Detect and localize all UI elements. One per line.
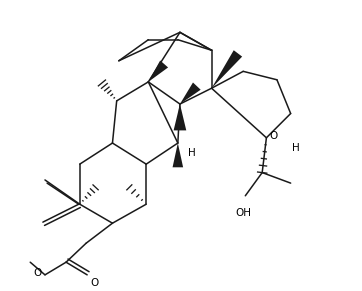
Text: O: O — [34, 268, 42, 278]
Polygon shape — [211, 50, 242, 88]
Polygon shape — [174, 104, 186, 130]
Text: O: O — [90, 278, 98, 288]
Text: O: O — [270, 131, 278, 141]
Text: H: H — [292, 143, 299, 153]
Text: H: H — [188, 148, 196, 158]
Polygon shape — [148, 61, 168, 82]
Text: OH: OH — [235, 208, 251, 219]
Polygon shape — [180, 83, 201, 104]
Polygon shape — [173, 143, 183, 167]
